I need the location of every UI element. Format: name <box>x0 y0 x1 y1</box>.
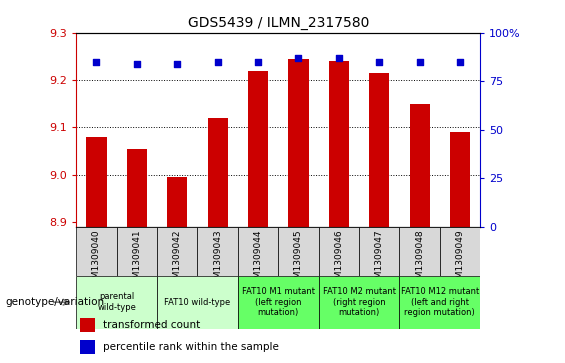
Bar <box>279 227 319 276</box>
Point <box>213 59 222 65</box>
Bar <box>127 149 147 227</box>
Point <box>334 55 344 61</box>
Bar <box>399 227 440 276</box>
Point <box>375 59 384 65</box>
Text: GSM1309047: GSM1309047 <box>375 229 384 290</box>
Bar <box>288 59 308 227</box>
Title: GDS5439 / ILMN_2317580: GDS5439 / ILMN_2317580 <box>188 16 369 30</box>
Bar <box>359 227 399 276</box>
Bar <box>117 227 157 276</box>
Bar <box>440 227 480 276</box>
Bar <box>319 227 359 276</box>
Bar <box>450 132 470 227</box>
Bar <box>238 227 279 276</box>
Text: GSM1309044: GSM1309044 <box>254 229 263 290</box>
Text: GSM1309040: GSM1309040 <box>92 229 101 290</box>
Text: FAT10 M12 mutant
(left and right
region mutation): FAT10 M12 mutant (left and right region … <box>401 287 479 317</box>
Bar <box>248 70 268 227</box>
Text: GSM1309045: GSM1309045 <box>294 229 303 290</box>
Point <box>455 59 464 65</box>
Bar <box>76 227 117 276</box>
Point <box>92 59 101 65</box>
Text: GSM1309041: GSM1309041 <box>132 229 141 290</box>
Text: percentile rank within the sample: percentile rank within the sample <box>103 342 279 352</box>
Bar <box>329 61 349 227</box>
Bar <box>238 276 319 329</box>
Text: parental
wild-type: parental wild-type <box>97 293 136 312</box>
Text: GSM1309049: GSM1309049 <box>455 229 464 290</box>
Bar <box>157 227 198 276</box>
Text: GSM1309048: GSM1309048 <box>415 229 424 290</box>
Text: FAT10 wild-type: FAT10 wild-type <box>164 298 231 307</box>
Bar <box>157 276 238 329</box>
Bar <box>198 227 238 276</box>
Bar <box>369 73 389 227</box>
Point <box>132 61 141 67</box>
Text: transformed count: transformed count <box>103 320 200 330</box>
Bar <box>207 118 228 227</box>
Point <box>294 55 303 61</box>
Text: FAT10 M1 mutant
(left region
mutation): FAT10 M1 mutant (left region mutation) <box>242 287 315 317</box>
Bar <box>399 276 480 329</box>
Text: FAT10 M2 mutant
(right region
mutation): FAT10 M2 mutant (right region mutation) <box>323 287 395 317</box>
Text: genotype/variation: genotype/variation <box>6 297 105 307</box>
Bar <box>319 276 399 329</box>
Point <box>173 61 182 67</box>
Bar <box>86 137 107 227</box>
Point <box>415 59 424 65</box>
Bar <box>80 339 95 354</box>
Text: GSM1309046: GSM1309046 <box>334 229 344 290</box>
Bar <box>410 104 430 227</box>
Bar <box>167 177 188 227</box>
Bar <box>76 276 157 329</box>
Bar <box>80 318 95 332</box>
Point <box>254 59 263 65</box>
Text: GSM1309042: GSM1309042 <box>173 229 182 290</box>
Text: GSM1309043: GSM1309043 <box>213 229 222 290</box>
